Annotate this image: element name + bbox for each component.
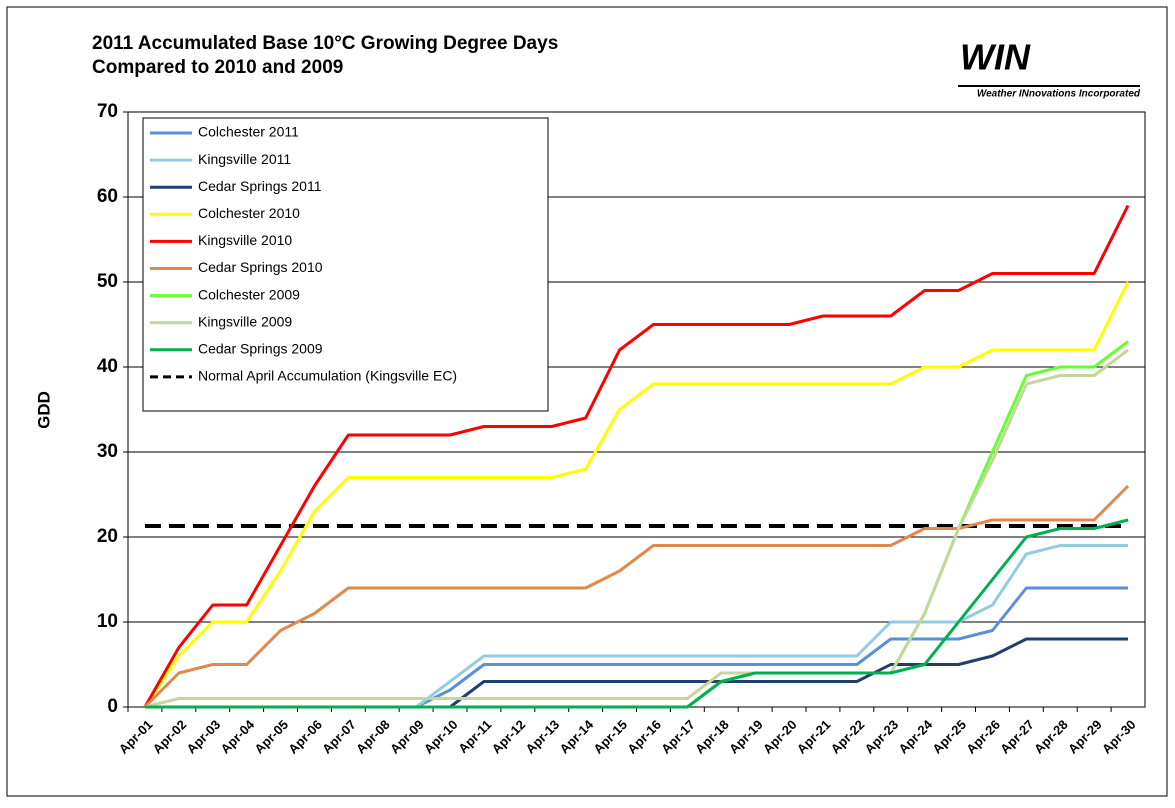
legend-label: Kingsville 2010: [198, 232, 292, 248]
y-tick-label: 40: [97, 356, 118, 377]
y-tick-label: 60: [97, 186, 118, 207]
y-tick-label: 20: [97, 526, 118, 547]
legend-label: Cedar Springs 2009: [198, 341, 323, 357]
chart-title: 2011 Accumulated Base 10°C Growing Degre…: [92, 33, 558, 54]
legend-label: Colchester 2010: [198, 205, 300, 221]
series-line: [143, 204, 1130, 708]
series-line: [144, 348, 1129, 709]
legend: [142, 117, 549, 412]
legend-label: Kingsville 2009: [198, 313, 292, 329]
logo-subtext: Weather INnovations Incorporated: [977, 89, 1141, 100]
legend-label: Kingsville 2011: [198, 151, 291, 167]
series-line: [143, 484, 1130, 709]
legend-label: Colchester 2011: [198, 124, 299, 140]
logo: WIN: [960, 37, 1031, 78]
legend-label: Colchester 2009: [198, 286, 300, 302]
legend-label: Cedar Springs 2010: [198, 259, 323, 275]
y-tick-label: 70: [97, 101, 118, 122]
y-tick-label: 50: [97, 271, 118, 292]
y-tick-label: 10: [97, 611, 118, 632]
series-line: [143, 281, 1130, 708]
y-axis-label: GDD: [34, 391, 53, 429]
legend-label: Cedar Springs 2011: [198, 178, 322, 194]
y-tick-label: 0: [107, 696, 118, 717]
series-line: [144, 518, 1129, 709]
y-tick-label: 30: [97, 441, 118, 462]
legend-label: Normal April Accumulation (Kingsville EC…: [198, 368, 457, 384]
chart-subtitle: Compared to 2010 and 2009: [92, 57, 343, 78]
